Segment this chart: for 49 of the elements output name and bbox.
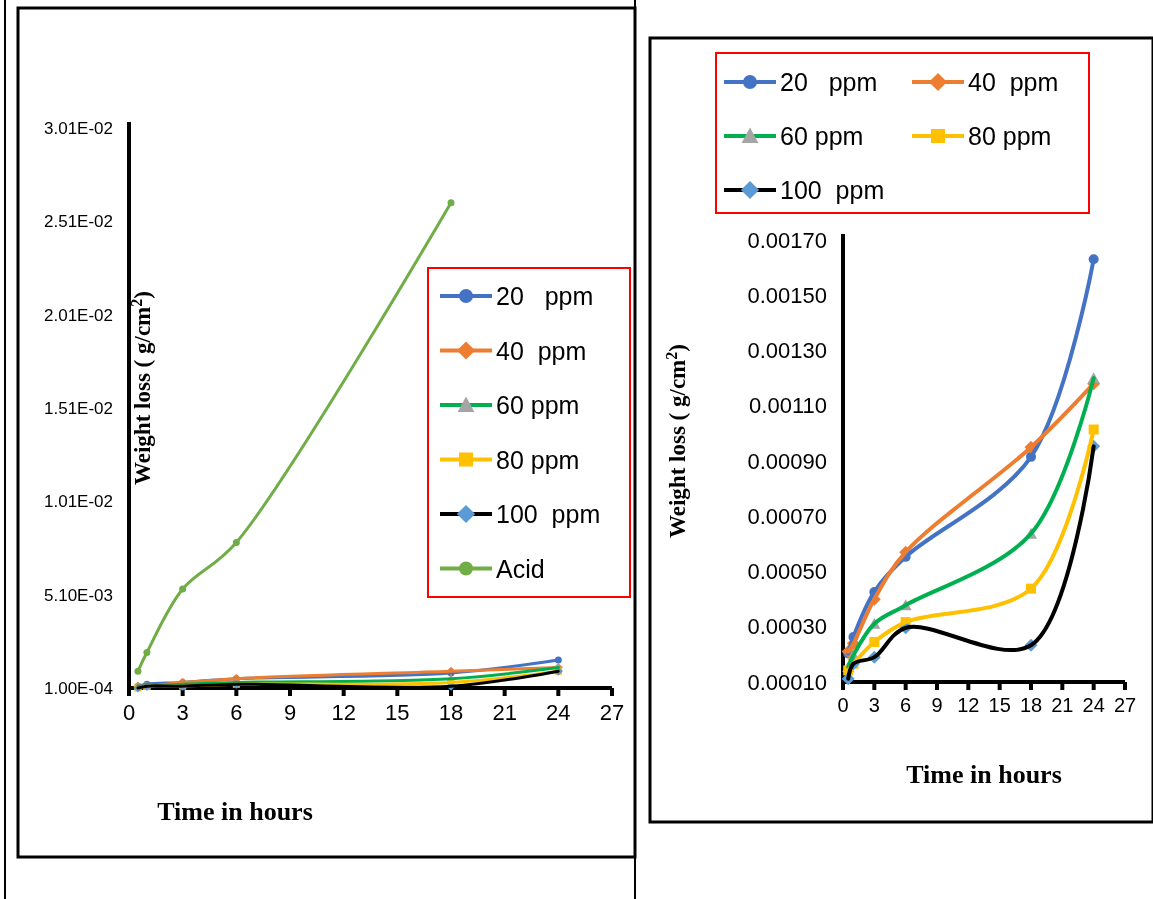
legend-label: Acid: [496, 554, 545, 583]
x-tick-label: 15: [988, 694, 1011, 716]
legend-label: 100 ppm: [496, 500, 601, 528]
x-tick-label: 24: [1082, 694, 1105, 716]
y-tick-label: 0.00010: [747, 669, 827, 695]
x-tick-label: 3: [176, 699, 189, 725]
x-tick-label: 27: [1113, 694, 1137, 716]
legend-label: 60 ppm: [780, 122, 864, 150]
x-axis-title: Time in hours: [906, 760, 1062, 789]
x-tick-label: 21: [492, 699, 517, 725]
y-tick-label: 1.51E-02: [44, 398, 113, 418]
y-tick-label: 0.00110: [749, 393, 827, 419]
x-tick-label: 6: [230, 699, 243, 725]
x-tick-label: 18: [1019, 694, 1043, 716]
y-tick-label: 1.00E-04: [44, 678, 113, 698]
y-tick-label: 3.01E-02: [44, 118, 113, 138]
x-tick-label: 9: [931, 694, 943, 716]
x-tick-label: 27: [599, 699, 625, 725]
legend-label: 20 ppm: [496, 282, 594, 310]
y-tick-label: 0.00070: [747, 503, 827, 529]
x-tick-label: 3: [868, 694, 880, 716]
x-axis-title: Time in hours: [157, 797, 313, 826]
x-tick-label: 12: [957, 694, 980, 716]
x-tick-label: 12: [331, 699, 356, 725]
legend-label: 60 ppm: [496, 391, 580, 419]
y-tick-label: 0.00050: [747, 559, 827, 585]
legend-label: 80 ppm: [496, 445, 580, 474]
legend-label: 40 ppm: [968, 68, 1059, 96]
x-tick-label: 24: [546, 699, 571, 725]
x-tick-label: 0: [122, 699, 136, 725]
x-tick-label: 21: [1051, 694, 1074, 716]
legend-label: 100 ppm: [780, 176, 885, 204]
legend-label: 80 ppm: [968, 122, 1052, 150]
legend-label: 40 ppm: [496, 336, 587, 365]
y-tick-label: 0.00030: [747, 614, 827, 640]
y-tick-label: 2.01E-02: [44, 305, 113, 325]
y-tick-label: 0.00130: [747, 338, 827, 364]
y-tick-label: 0.00090: [747, 448, 827, 474]
x-tick-label: 6: [900, 694, 912, 716]
x-tick-label: 0: [837, 694, 849, 716]
legend-label: 20 ppm: [780, 68, 878, 96]
y-tick-label: 0.00150: [747, 282, 827, 308]
y-tick-label: 1.01E-02: [44, 492, 113, 512]
y-tick-label: 0.00170: [747, 227, 827, 253]
y-tick-label: 2.51E-02: [44, 212, 113, 232]
y-tick-label: 5.10E-03: [44, 585, 113, 605]
x-tick-label: 18: [438, 699, 464, 725]
x-tick-label: 15: [385, 699, 410, 725]
x-tick-label: 9: [283, 699, 297, 725]
